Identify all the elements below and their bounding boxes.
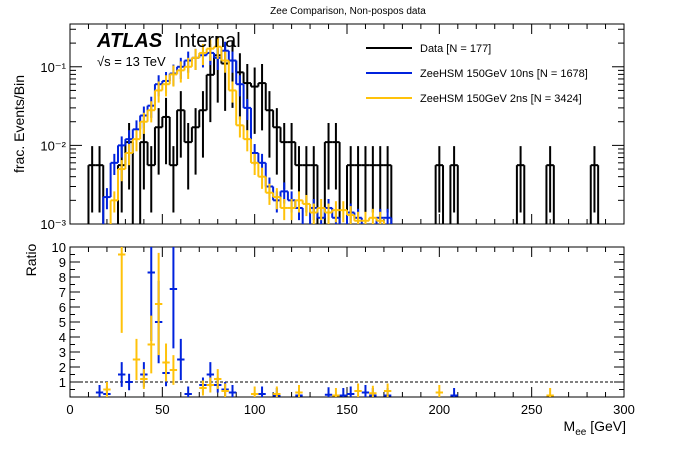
legend-label-2ns: ZeeHSM 150GeV 2ns [N = 3424] (420, 93, 582, 105)
ratio-ytick-label: 6 (59, 300, 66, 315)
ratio-ytick-label: 9 (59, 255, 66, 270)
x-axis-title: Mee [GeV] (564, 418, 626, 438)
ratio-xtick-label: 50 (155, 402, 169, 417)
ratio-ytick-label: 8 (59, 270, 66, 285)
ratio-plot-frame (69, 246, 625, 398)
ratio-ytick-label: 4 (59, 330, 66, 345)
ratio-xtick-label: 250 (521, 402, 543, 417)
main-plot-area (87, 36, 600, 224)
legend: Data [N = 177] ZeeHSM 150GeV 10ns [N = 1… (366, 43, 588, 105)
series-data (87, 36, 600, 224)
ratio-xtick-label: 150 (336, 402, 358, 417)
series-s2 (109, 37, 385, 224)
ratio-series-s10 (95, 247, 458, 397)
main-ytick-label: 10⁻¹ (40, 60, 66, 75)
ratio-ytick-label: 10 (52, 240, 66, 255)
ratio-series-s2 (103, 247, 554, 397)
ratio-plot-area (95, 247, 554, 397)
ratio-xtick-label: 300 (613, 402, 635, 417)
atlas-status: Internal (174, 30, 241, 52)
ratio-ylabel: Ratio (23, 243, 39, 276)
ratio-ytick-label: 3 (59, 345, 66, 360)
energy-label: √s = 13 TeV (97, 54, 166, 69)
ratio-xtick-label: 100 (244, 402, 266, 417)
legend-label-10ns: ZeeHSM 150GeV 10ns [N = 1678] (420, 68, 588, 80)
ratio-xtick-label: 200 (428, 402, 450, 417)
ratio-ytick-label: 1 (59, 375, 66, 390)
main-ylabel: frac. Events/Bin (11, 75, 27, 173)
figure-title: Zee Comparison, Non-pospos data (270, 6, 426, 17)
ratio-ytick-label: 5 (59, 315, 66, 330)
ratio-ytick-label: 7 (59, 285, 66, 300)
main-ytick-label: 10⁻³ (40, 217, 66, 232)
ratio-ytick-label: 2 (59, 360, 66, 375)
main-ytick-label: 10⁻² (40, 138, 66, 153)
ratio-xtick-label: 0 (66, 402, 73, 417)
legend-label-data: Data [N = 177] (420, 43, 491, 55)
atlas-logo: ATLAS (96, 30, 163, 52)
